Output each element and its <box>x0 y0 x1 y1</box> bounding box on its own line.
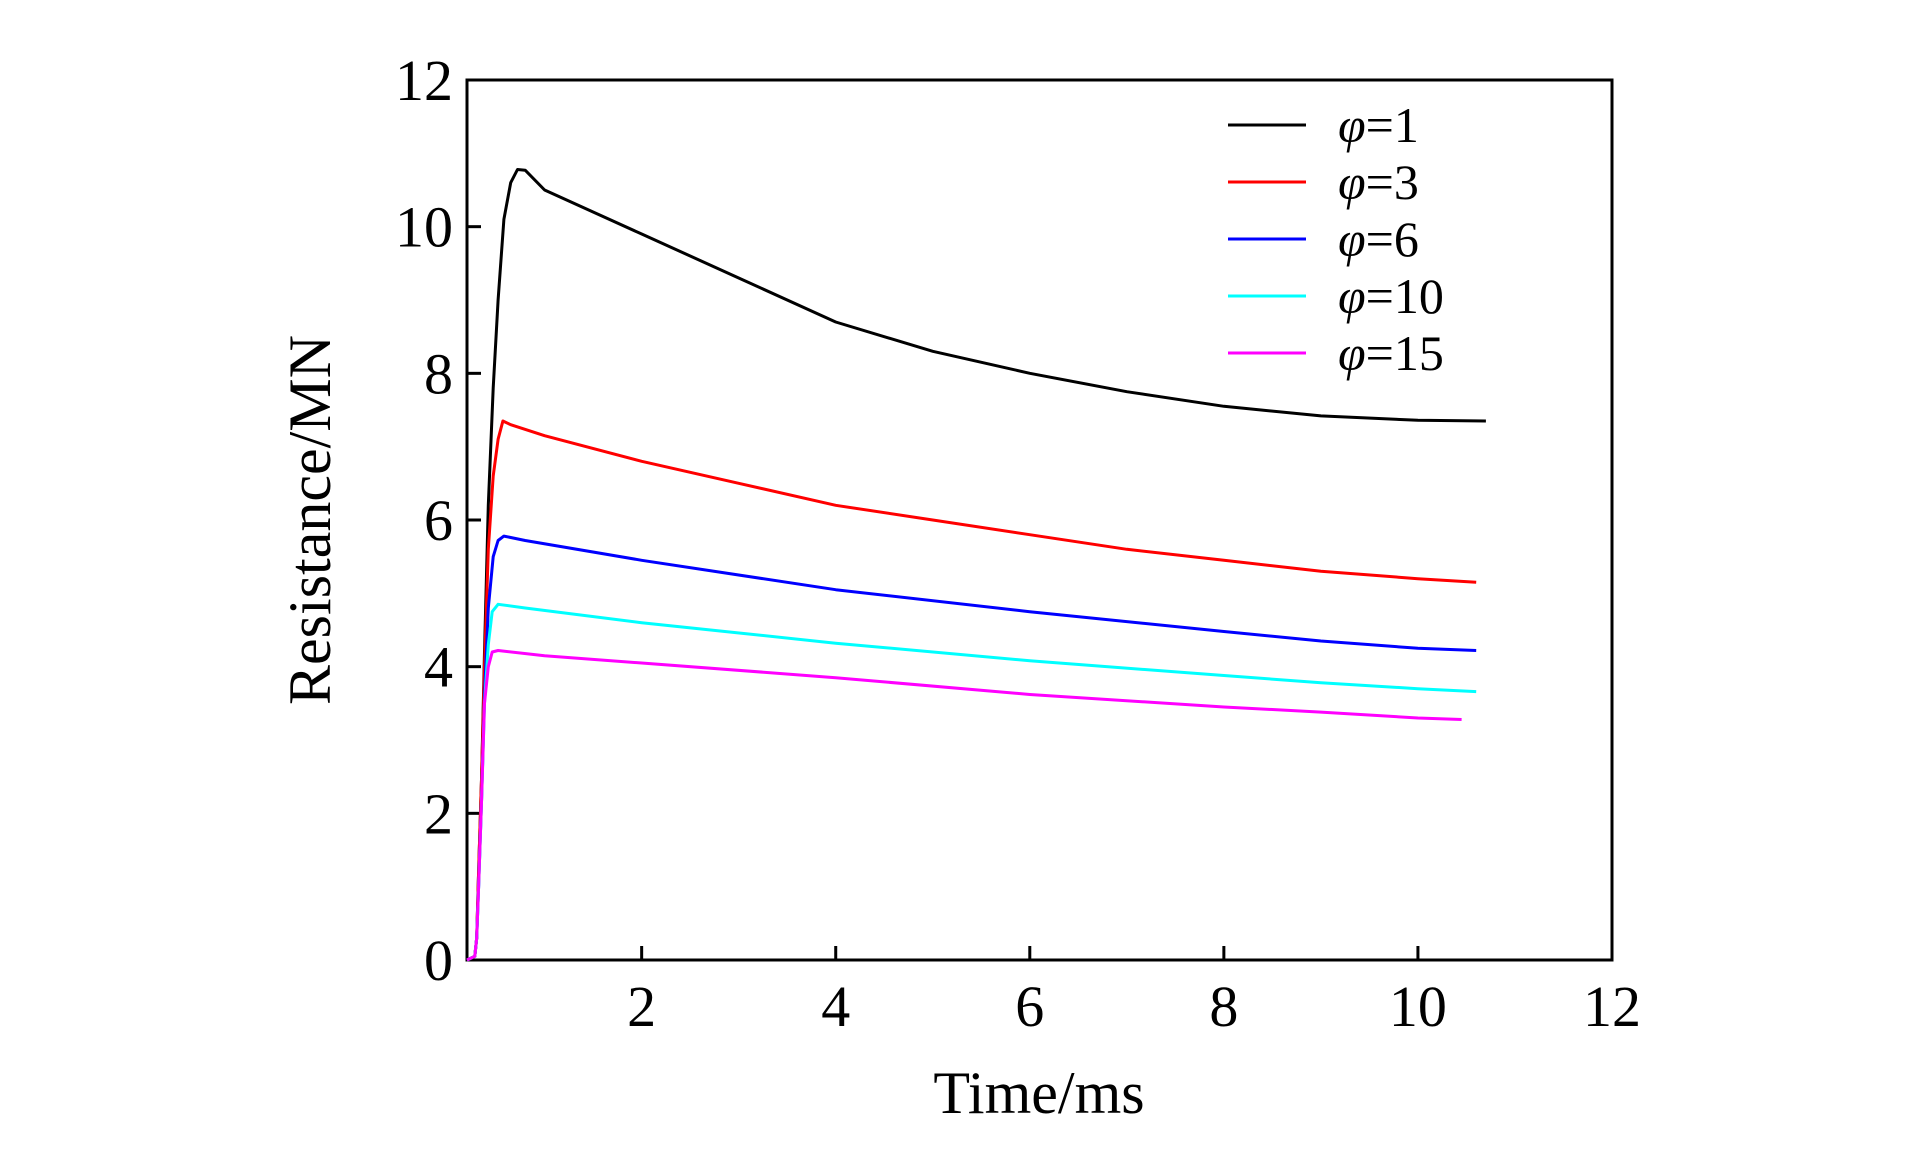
legend-value: =10 <box>1366 268 1444 324</box>
series-line-3 <box>466 534 1477 962</box>
x-axis-label: Time/ms <box>933 1060 1144 1126</box>
series-layer <box>466 168 1486 962</box>
x-tick-label: 12 <box>1583 974 1641 1039</box>
legend-value: =6 <box>1366 211 1419 267</box>
legend-label: φ=6 <box>1338 211 1419 267</box>
y-tick-label: 12 <box>395 48 453 113</box>
legend-symbol: φ <box>1338 268 1366 324</box>
x-axis: 2 4 6 8 10 12 <box>627 946 1641 1039</box>
legend-symbol: φ <box>1338 325 1366 381</box>
legend-value: =15 <box>1366 325 1444 381</box>
legend-symbol: φ <box>1338 97 1366 153</box>
y-tick-label: 10 <box>395 195 453 260</box>
y-tick-label: 0 <box>424 928 453 993</box>
y-axis-label: Resistance/MN <box>277 335 343 705</box>
legend-value: =1 <box>1366 97 1419 153</box>
y-axis: 0 2 4 6 8 10 12 <box>395 48 481 993</box>
x-tick-label: 4 <box>821 974 850 1039</box>
series-line-4 <box>466 602 1477 962</box>
legend-label: φ=3 <box>1338 154 1419 210</box>
legend-label: φ=15 <box>1338 325 1444 381</box>
legend-symbol: φ <box>1338 154 1366 210</box>
x-tick-label: 6 <box>1015 974 1044 1039</box>
legend-label: φ=1 <box>1338 97 1419 153</box>
y-tick-label: 4 <box>424 635 453 700</box>
x-tick-label: 8 <box>1209 974 1238 1039</box>
legend: φ=1φ=3φ=6φ=10φ=15 <box>1228 97 1444 381</box>
x-tick-label: 10 <box>1389 974 1447 1039</box>
legend-symbol: φ <box>1338 211 1366 267</box>
legend-label: φ=10 <box>1338 268 1444 324</box>
y-tick-label: 6 <box>424 488 453 553</box>
x-tick-label: 2 <box>627 974 656 1039</box>
series-line-5 <box>466 649 1462 962</box>
legend-value: =3 <box>1366 154 1419 210</box>
y-tick-label: 8 <box>424 341 453 406</box>
series-line-1 <box>466 168 1486 962</box>
plot-area <box>465 78 1614 962</box>
y-tick-label: 2 <box>424 781 453 846</box>
